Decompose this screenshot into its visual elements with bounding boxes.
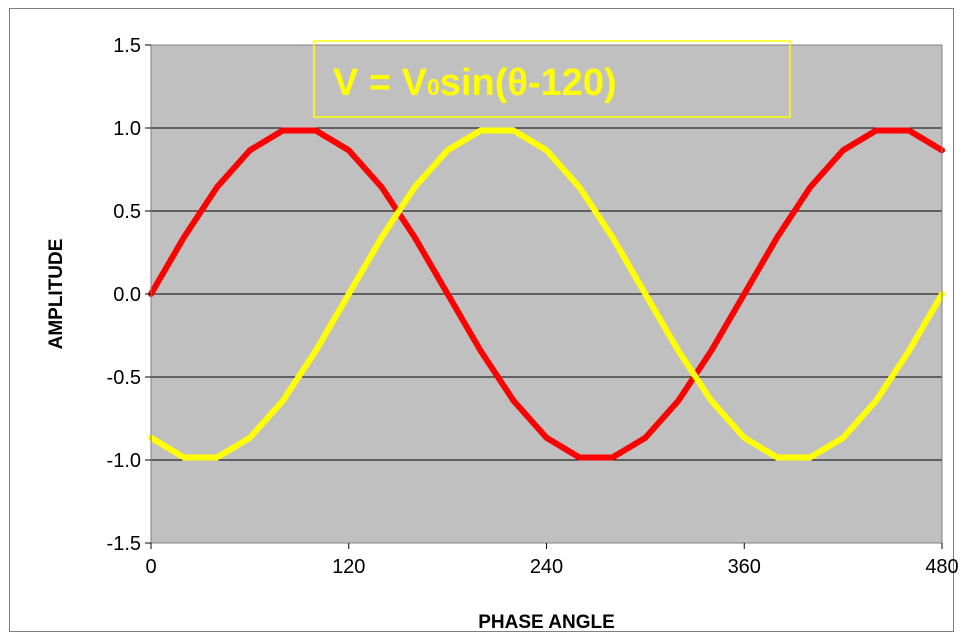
series-line-2	[148, 127, 945, 461]
series-lines	[148, 127, 945, 461]
x-axis-title: PHASE ANGLE	[478, 612, 615, 633]
x-tick-label: 240	[530, 556, 563, 578]
equation-prefix: V = V	[333, 62, 428, 104]
x-tick-label: 360	[728, 556, 761, 578]
y-tick-label: -1.5	[107, 533, 141, 555]
equation-subscript: 0	[427, 74, 440, 100]
y-tick-label: 1.5	[113, 35, 141, 57]
x-tick-label: 0	[145, 556, 156, 578]
tick-labels: 1.51.00.50.0-0.5-1.0-1.50 120 240 360 480	[107, 35, 959, 578]
series-line-1	[148, 127, 945, 461]
equation-suffix: sin(θ-120)	[440, 62, 617, 104]
y-axis-title: AMPLITUDE	[46, 239, 67, 350]
x-tick-label: 480	[925, 556, 958, 578]
y-tick-label: 1.0	[113, 118, 141, 140]
y-tick-label: -1.0	[107, 450, 141, 472]
x-tick-label: 120	[332, 556, 365, 578]
equation-label: V = V0sin(θ-120)	[333, 62, 617, 104]
y-tick-label: 0.0	[113, 284, 141, 306]
equation-box	[313, 40, 791, 118]
y-tick-label: -0.5	[107, 367, 141, 389]
y-tick-label: 0.5	[113, 201, 141, 223]
